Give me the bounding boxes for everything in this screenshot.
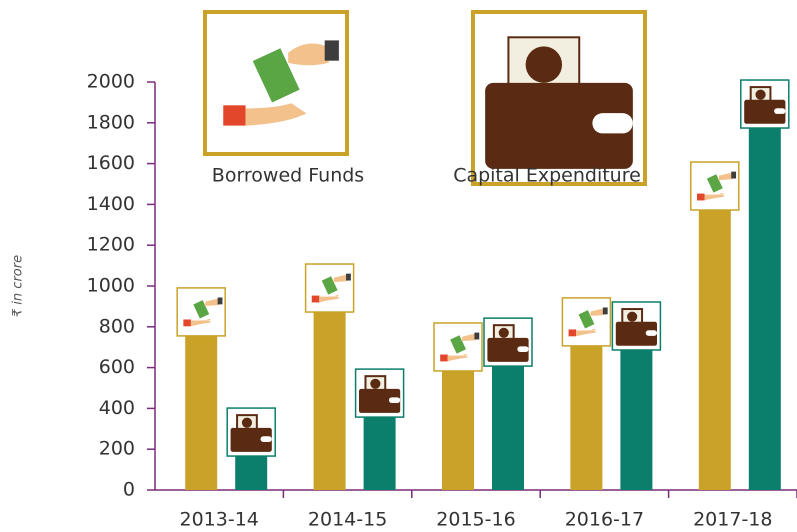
icon-clasp <box>261 436 272 442</box>
x-tick-label: 2015-16 <box>436 509 515 531</box>
icon-cuff <box>569 329 577 336</box>
y-tick-label: 800 <box>99 315 135 337</box>
x-tick-label: 2014-15 <box>308 509 387 531</box>
y-tick-label: 400 <box>99 397 135 419</box>
bar-icon <box>177 288 225 336</box>
icon-coin <box>755 90 765 100</box>
y-tick-label: 600 <box>99 356 135 378</box>
bar <box>749 104 781 490</box>
y-tick-label: 1800 <box>87 111 135 133</box>
legend-label: Borrowed Funds <box>212 165 364 187</box>
x-tick-label: 2017-18 <box>693 509 772 531</box>
bar-icon <box>434 323 482 371</box>
y-tick-label: 1200 <box>87 234 135 256</box>
icon-coin <box>370 379 380 389</box>
bar <box>699 186 731 490</box>
icon-coin <box>499 328 509 338</box>
y-tick-label: 1000 <box>87 275 135 297</box>
icon-clasp <box>517 346 528 352</box>
chart: ₹ in crore Borrowed Funds Capital Expendi… <box>0 0 797 532</box>
bar-icon <box>484 318 532 366</box>
bar-icon <box>356 369 404 417</box>
icon-coin <box>242 418 252 428</box>
y-tick-label: 1600 <box>87 152 135 174</box>
y-tick-label: 200 <box>99 438 135 460</box>
bar-icon <box>562 298 610 346</box>
icon-clasp <box>389 397 400 403</box>
legend-label: Capital Expenditure <box>453 165 641 187</box>
legend-item: Capital Expenditure <box>453 12 645 187</box>
y-axis-label: ₹ in crore <box>11 255 26 317</box>
icon-sleeve <box>325 40 339 60</box>
icon-sleeve <box>603 308 608 315</box>
bar-icon <box>227 408 275 456</box>
icon-clasp <box>646 330 657 336</box>
icon-cuff <box>312 296 320 303</box>
icon-clasp <box>774 108 785 114</box>
y-tick-label: 2000 <box>87 71 135 93</box>
icon-cuff <box>697 194 705 201</box>
bar <box>570 322 602 490</box>
legend-item: Borrowed Funds <box>205 12 364 187</box>
bar <box>185 312 217 490</box>
icon-cuff <box>183 319 191 326</box>
icon-clasp <box>592 113 632 133</box>
icon-sleeve <box>474 333 479 340</box>
icon-sleeve <box>218 298 223 305</box>
icon-coin <box>627 312 637 322</box>
x-tick-label: 2013-14 <box>180 509 259 531</box>
x-tick-label: 2016-17 <box>565 509 644 531</box>
icon-cuff <box>440 355 448 362</box>
y-tick-label: 0 <box>123 479 135 501</box>
bar-icon <box>691 162 739 210</box>
icon-sleeve <box>346 274 351 281</box>
bar <box>314 288 346 490</box>
bar-icon <box>306 264 354 312</box>
y-tick-label: 1400 <box>87 193 135 215</box>
bar-icon <box>612 302 660 350</box>
bar-icon <box>741 80 789 128</box>
icon-cuff <box>223 105 245 125</box>
icon-sleeve <box>731 172 736 179</box>
icon-coin <box>526 46 562 82</box>
